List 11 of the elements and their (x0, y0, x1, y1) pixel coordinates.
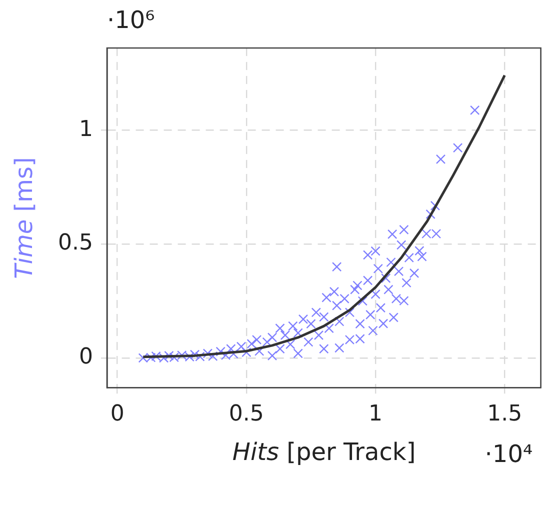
y-tick-label: 0.5 (58, 230, 93, 256)
x-tick-label: 1.5 (487, 402, 522, 427)
x-axis-title: Hits [per Track] (232, 438, 416, 466)
x-tick-label: 0.5 (228, 402, 264, 427)
y-tick-label: 1 (78, 116, 93, 142)
text: ·10⁶ (106, 6, 155, 34)
y-tick-label: 0 (78, 344, 93, 370)
text: ·10⁴ (484, 440, 533, 468)
y-axis-title: Time [ms] (10, 156, 38, 279)
x-tick-label: 0 (110, 402, 124, 427)
x-tick-label: 1 (368, 402, 383, 427)
